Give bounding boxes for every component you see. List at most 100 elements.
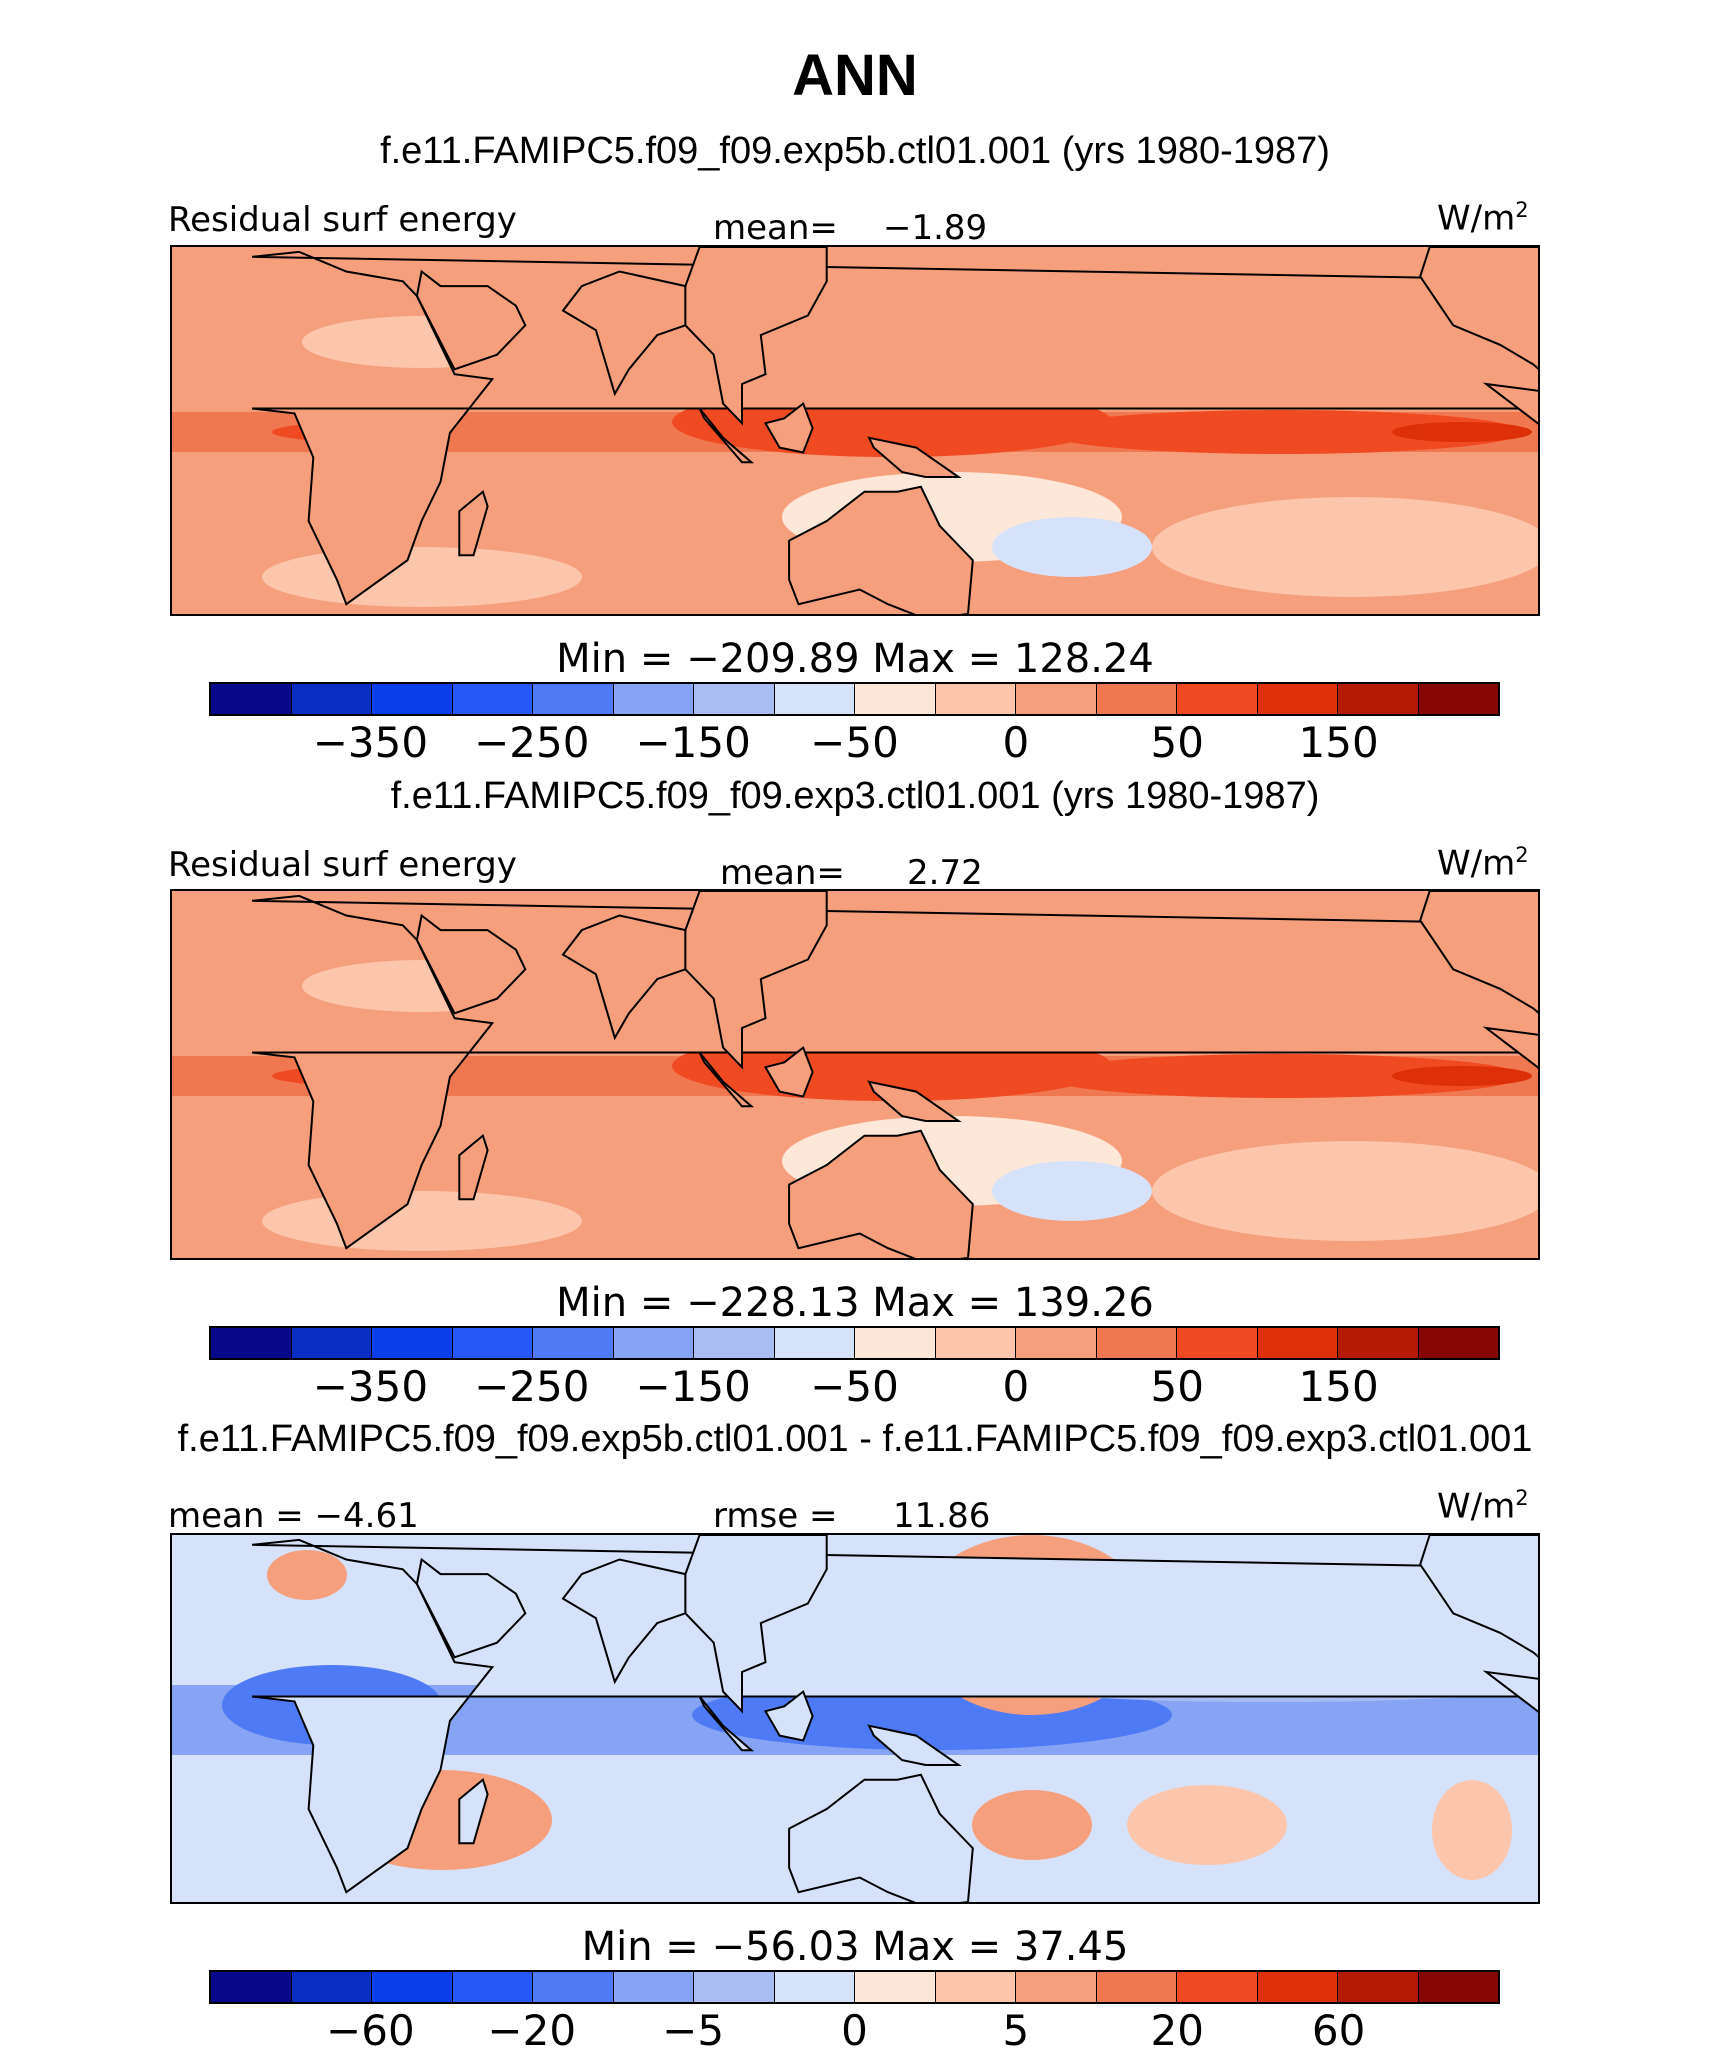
field-blob bbox=[1152, 1141, 1538, 1241]
continent-outline bbox=[1482, 1670, 1538, 1713]
colorbar-swatch bbox=[1016, 1972, 1097, 2002]
colorbar-swatch bbox=[372, 1972, 453, 2002]
colorbar-tick-label: 5 bbox=[1002, 2006, 1030, 2055]
colorbar-tick-label: −20 bbox=[487, 2006, 577, 2055]
continent-outline bbox=[415, 1557, 527, 1659]
panel-3-rmse-label: rmse = bbox=[713, 1496, 838, 1536]
colorbar-swatch bbox=[211, 684, 292, 714]
panel-1-mean-value: −1.89 bbox=[883, 208, 988, 248]
colorbar-tick-label: −350 bbox=[312, 1362, 429, 1411]
field-blob bbox=[1127, 1785, 1287, 1865]
colorbar-swatch bbox=[533, 1328, 614, 1358]
colorbar-swatch bbox=[1338, 684, 1419, 714]
colorbar-tick-label: −50 bbox=[810, 718, 899, 767]
colorbar-tick-label: 0 bbox=[1002, 718, 1030, 767]
panel-3-units: W/m2 bbox=[1437, 1486, 1529, 1527]
continent-outline bbox=[458, 489, 489, 557]
colorbar-swatch bbox=[694, 1328, 775, 1358]
colorbar-swatch bbox=[613, 1328, 694, 1358]
colorbar-swatch bbox=[1177, 684, 1258, 714]
panel-1-units: W/m2 bbox=[1437, 198, 1529, 239]
colorbar-tick-label: 0 bbox=[841, 2006, 868, 2055]
continent-outline bbox=[1482, 1026, 1538, 1069]
continent-outline bbox=[1419, 891, 1538, 1014]
continent-outline bbox=[763, 401, 814, 454]
panel-3-minmax: Min = −56.03 Max = 37.45 bbox=[581, 1924, 1129, 1970]
colorbar-swatch bbox=[613, 1972, 694, 2002]
panel-2-mean-value: 2.72 bbox=[907, 853, 983, 893]
field-blob bbox=[267, 1550, 347, 1600]
colorbar-swatch bbox=[211, 1328, 292, 1358]
continent-outline bbox=[1419, 247, 1538, 370]
colorbar-tick-label: 20 bbox=[1150, 2006, 1204, 2055]
panel-2-units: W/m2 bbox=[1437, 843, 1529, 884]
map-field bbox=[172, 1535, 1538, 1902]
continent-outline bbox=[788, 485, 974, 614]
field-blob bbox=[992, 1161, 1152, 1221]
field-blob bbox=[1152, 497, 1538, 597]
continent-outline bbox=[561, 1558, 687, 1685]
colorbar-swatch bbox=[694, 684, 775, 714]
colorbar-swatch bbox=[935, 684, 1016, 714]
colorbar-tick-label: 50 bbox=[1150, 1362, 1204, 1411]
colorbar-tick-label: −60 bbox=[326, 2006, 415, 2055]
continent-outline bbox=[698, 1051, 755, 1108]
colorbar-swatch bbox=[533, 684, 614, 714]
map-field bbox=[172, 891, 1538, 1258]
colorbar-swatch bbox=[291, 1328, 372, 1358]
colorbar-swatch bbox=[1096, 1972, 1177, 2002]
continent-outline bbox=[251, 250, 1538, 606]
panel-1-map bbox=[170, 245, 1540, 616]
continent-outline bbox=[684, 247, 828, 426]
colorbar-tick-label: 150 bbox=[1298, 718, 1379, 767]
panel-3-mean-label: mean = −4.61 bbox=[168, 1496, 419, 1536]
colorbar-tick-label: 0 bbox=[1002, 1362, 1030, 1411]
colorbar-swatch bbox=[855, 1328, 936, 1358]
colorbar-swatch bbox=[935, 1972, 1016, 2002]
panel-1-variable-label: Residual surf energy bbox=[168, 200, 517, 240]
colorbar-swatch bbox=[1418, 1972, 1498, 2002]
colorbar-swatch bbox=[855, 684, 936, 714]
colorbar-swatch bbox=[1257, 1328, 1338, 1358]
panel-2-case-title: f.e11.FAMIPC5.f09_f09.exp3.ctl01.001 (yr… bbox=[390, 775, 1320, 817]
colorbar-swatch bbox=[291, 684, 372, 714]
continent-outline bbox=[763, 1045, 814, 1098]
panel-3-map bbox=[170, 1533, 1540, 1904]
continent-outline bbox=[458, 1777, 489, 1845]
panel-2-variable-label: Residual surf energy bbox=[168, 845, 517, 885]
colorbar-tick-label: −150 bbox=[635, 1362, 751, 1411]
continent-outline bbox=[561, 914, 687, 1041]
colorbar-tick-label: 60 bbox=[1311, 2006, 1366, 2055]
panel-1-mean-label: mean= bbox=[713, 208, 838, 248]
colorbar-tick-label: −150 bbox=[635, 718, 751, 767]
continent-outline bbox=[867, 1724, 962, 1766]
colorbar-swatch bbox=[1418, 1328, 1498, 1358]
colorbar-swatch bbox=[935, 1328, 1016, 1358]
colorbar-swatch bbox=[211, 1972, 292, 2002]
colorbar-tick-label: −250 bbox=[474, 718, 590, 767]
panel-1-colorbar bbox=[209, 682, 1500, 716]
continent-outline bbox=[788, 1773, 974, 1902]
colorbar-swatch bbox=[1096, 1328, 1177, 1358]
colorbar-swatch bbox=[1177, 1328, 1258, 1358]
colorbar-tick-label: −50 bbox=[810, 1362, 899, 1411]
field-blob bbox=[1042, 1054, 1522, 1098]
colorbar-tick-label: −250 bbox=[474, 1362, 590, 1411]
continent-outline bbox=[1482, 382, 1538, 425]
colorbar-tick-label: 50 bbox=[1150, 718, 1204, 767]
colorbar-swatch bbox=[1177, 1972, 1258, 2002]
colorbar-swatch bbox=[291, 1972, 372, 2002]
continent-outline bbox=[561, 270, 687, 397]
field-blob bbox=[262, 1191, 582, 1251]
continent-outline bbox=[763, 1689, 814, 1742]
panel-3-colorbar bbox=[209, 1970, 1500, 2004]
colorbar-swatch bbox=[1338, 1972, 1419, 2002]
panel-3-rmse-value: 11.86 bbox=[893, 1496, 991, 1536]
continent-outline bbox=[251, 1538, 1538, 1894]
panel-1-minmax: Min = −209.89 Max = 128.24 bbox=[556, 636, 1154, 682]
colorbar-swatch bbox=[372, 684, 453, 714]
colorbar-swatch bbox=[1257, 684, 1338, 714]
colorbar-swatch bbox=[774, 684, 855, 714]
field-blob bbox=[992, 517, 1152, 577]
colorbar-swatch bbox=[452, 684, 533, 714]
